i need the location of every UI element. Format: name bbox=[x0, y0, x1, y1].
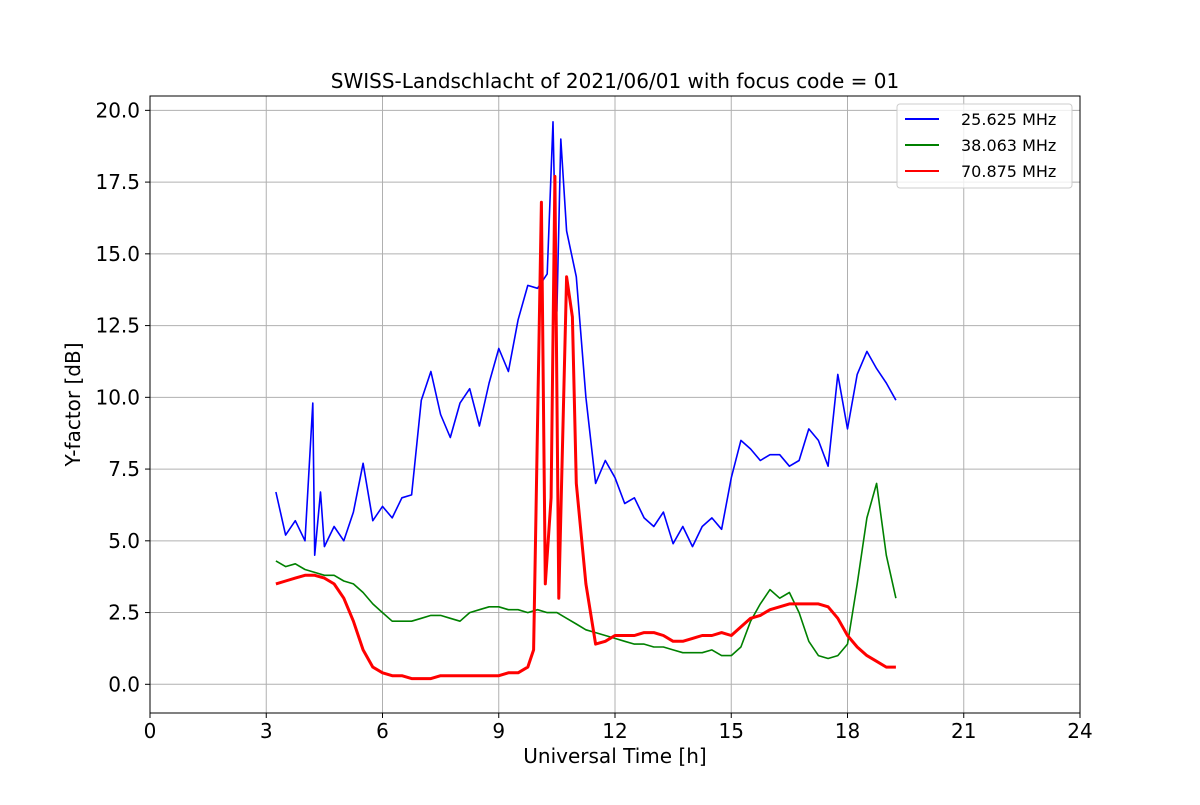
series-line-1 bbox=[275, 121, 897, 556]
x-tick-label: 3 bbox=[260, 719, 273, 743]
y-tick-label: 0.0 bbox=[108, 672, 140, 696]
legend-box bbox=[896, 103, 1073, 189]
y-tick-label: 12.5 bbox=[95, 314, 140, 338]
legend-label-1: 25.625 MHz bbox=[961, 110, 1056, 129]
y-tick-label: 20.0 bbox=[95, 98, 140, 122]
legend-label-2: 38.063 MHz bbox=[961, 136, 1056, 155]
legend: 25.625 MHz 38.063 MHz 70.875 MHz bbox=[896, 103, 1073, 189]
x-axis-label: Universal Time [h] bbox=[523, 744, 706, 768]
y-tick-label: 17.5 bbox=[95, 170, 140, 194]
x-tick-label: 15 bbox=[719, 719, 744, 743]
x-tick-label: 0 bbox=[144, 719, 157, 743]
x-tick-label: 6 bbox=[376, 719, 389, 743]
y-axis: 0.0 2.5 5.0 7.5 10.0 12.5 15.0 17.5 20.0 bbox=[95, 98, 150, 696]
x-tick-label: 9 bbox=[492, 719, 505, 743]
series-line-2 bbox=[275, 482, 897, 660]
y-tick-label: 7.5 bbox=[108, 457, 140, 481]
x-tick-label: 18 bbox=[835, 719, 860, 743]
y-tick-label: 2.5 bbox=[108, 601, 140, 625]
y-tick-label: 5.0 bbox=[108, 529, 140, 553]
x-axis: 0 3 6 9 12 15 18 21 24 bbox=[144, 713, 1093, 743]
series-line-3 bbox=[275, 174, 896, 681]
series-layer bbox=[275, 121, 897, 681]
y-axis-label: Y-factor [dB] bbox=[61, 342, 85, 467]
x-tick-label: 21 bbox=[951, 719, 976, 743]
x-tick-label: 24 bbox=[1067, 719, 1092, 743]
x-tick-label: 12 bbox=[602, 719, 627, 743]
legend-label-3: 70.875 MHz bbox=[961, 162, 1056, 181]
y-tick-label: 15.0 bbox=[95, 242, 140, 266]
y-tick-label: 10.0 bbox=[95, 385, 140, 409]
chart-title: SWISS-Landschlacht of 2021/06/01 with fo… bbox=[331, 69, 899, 93]
